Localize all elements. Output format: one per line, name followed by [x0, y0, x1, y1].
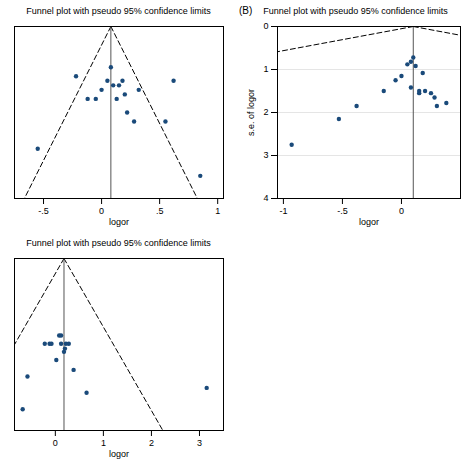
svg-text:-.5: -.5	[337, 206, 348, 216]
svg-text:0: 0	[99, 206, 104, 216]
svg-text:3: 3	[263, 150, 268, 160]
svg-text:0: 0	[263, 21, 268, 31]
html-text:(B): (B)	[239, 5, 253, 16]
svg-text:s.e. of logor: s.e. of logor	[246, 89, 256, 136]
svg-text:.5: .5	[156, 206, 164, 216]
html-text:Funnel plot with pseudo 95% co: Funnel plot with pseudo 95% confidence l…	[26, 238, 211, 248]
svg-text:2: 2	[149, 438, 154, 448]
svg-text:2: 2	[263, 107, 268, 117]
svg-text:logor: logor	[359, 217, 379, 227]
svg-text:-1: -1	[279, 206, 287, 216]
svg-text:-.5: -.5	[38, 206, 49, 216]
svg-text:logor: logor	[109, 217, 129, 227]
svg-text:4: 4	[263, 193, 268, 203]
svg-text:0: 0	[53, 438, 58, 448]
svg-text:0: 0	[399, 206, 404, 216]
svg-text:1: 1	[101, 438, 106, 448]
svg-text:3: 3	[197, 438, 202, 448]
html-text:Funnel plot with pseudo 95% co: Funnel plot with pseudo 95% confidence l…	[26, 6, 211, 16]
html-text:Funnel plot with pseudo 95% co: Funnel plot with pseudo 95% confidence l…	[263, 6, 448, 16]
svg-text:logor: logor	[109, 449, 129, 459]
svg-text:1: 1	[215, 206, 220, 216]
svg-text:1: 1	[263, 64, 268, 74]
